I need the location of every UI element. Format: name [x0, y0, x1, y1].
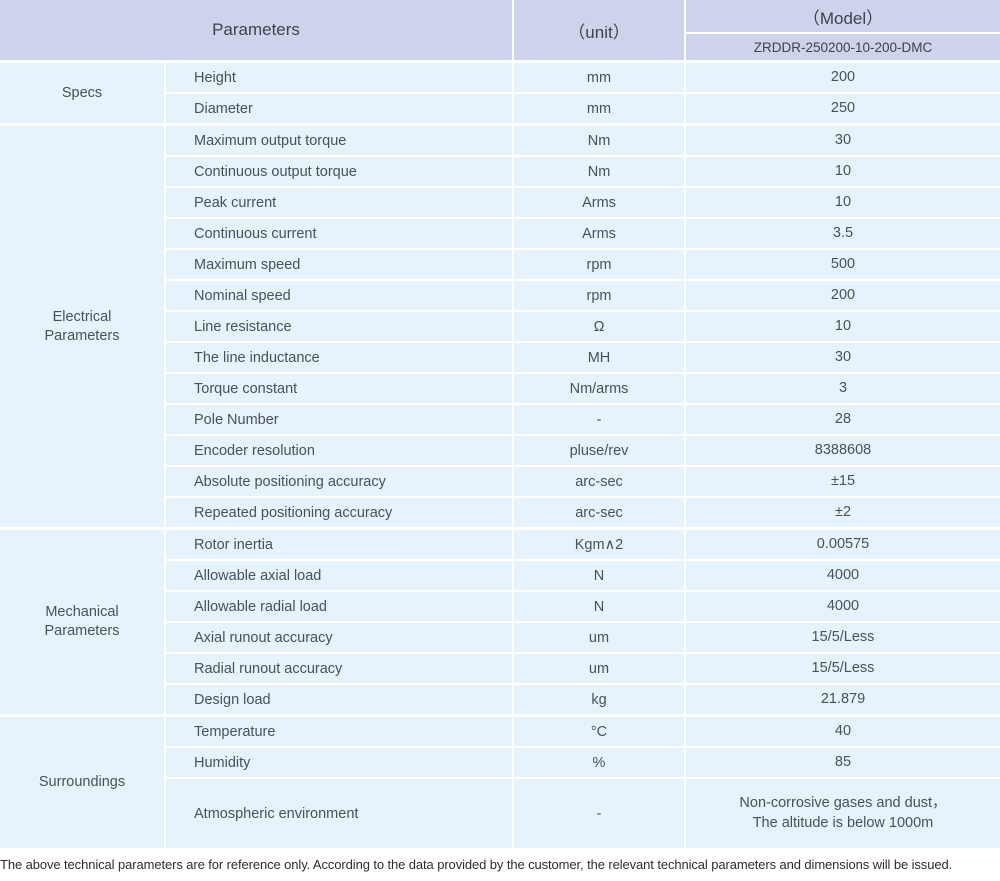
value-cell: Non-corrosive gases and dust， The altitu… [686, 779, 1000, 848]
section-specs: Specs Height mm 200 Diameter mm 250 [0, 63, 1000, 123]
unit-cell: MH [514, 343, 684, 372]
value-cell: 15/5/Less [686, 623, 1000, 652]
param-cell: Repeated positioning accuracy [166, 498, 512, 527]
unit-cell: um [514, 654, 684, 683]
unit-cell: N [514, 592, 684, 621]
unit-cell: Arms [514, 188, 684, 217]
table-header: Parameters （unit） （Model） ZRDDR-250200-1… [0, 0, 1000, 60]
motor-spec-table: Parameters （unit） （Model） ZRDDR-250200-1… [0, 0, 1000, 848]
param-cell: Absolute positioning accuracy [166, 467, 512, 496]
unit-cell: - [514, 405, 684, 434]
param-cell: Allowable radial load [166, 592, 512, 621]
section-mechanical: Mechanical Parameters Rotor inertia Kgm∧2 0… [0, 530, 1000, 714]
param-cell: Atmospheric environment [166, 779, 512, 848]
value-cell: 200 [686, 63, 1000, 92]
value-cell: 10 [686, 188, 1000, 217]
param-cell: Allowable axial load [166, 561, 512, 590]
param-cell: Humidity [166, 748, 512, 777]
header-model: （Model） [686, 0, 1000, 32]
unit-cell: Nm [514, 157, 684, 186]
unit-cell: mm [514, 63, 684, 92]
param-cell: Torque constant [166, 374, 512, 403]
unit-cell: °C [514, 717, 684, 746]
value-cell: 10 [686, 157, 1000, 186]
header-unit: （unit） [514, 0, 684, 60]
value-cell: 250 [686, 94, 1000, 123]
param-cell: Radial runout accuracy [166, 654, 512, 683]
value-cell: 500 [686, 250, 1000, 279]
value-cell: 200 [686, 281, 1000, 310]
value-cell: 30 [686, 126, 1000, 155]
param-cell: The line inductance [166, 343, 512, 372]
unit-cell: arc-sec [514, 467, 684, 496]
param-cell: Diameter [166, 94, 512, 123]
value-cell: 8388608 [686, 436, 1000, 465]
param-cell: Design load [166, 685, 512, 714]
value-cell: 40 [686, 717, 1000, 746]
section-label-surroundings: Surroundings [0, 717, 164, 848]
value-cell: 3.5 [686, 219, 1000, 248]
unit-cell: Kgm∧2 [514, 530, 684, 559]
value-cell: 30 [686, 343, 1000, 372]
param-cell: Nominal speed [166, 281, 512, 310]
value-cell: 3 [686, 374, 1000, 403]
param-cell: Maximum speed [166, 250, 512, 279]
unit-cell: Nm [514, 126, 684, 155]
section-label-specs: Specs [0, 63, 164, 123]
param-cell: Continuous output torque [166, 157, 512, 186]
unit-cell: - [514, 779, 684, 848]
param-cell: Temperature [166, 717, 512, 746]
param-cell: Continuous current [166, 219, 512, 248]
unit-cell: % [514, 748, 684, 777]
param-cell: Rotor inertia [166, 530, 512, 559]
table-body: Specs Height mm 200 Diameter mm 250 Electrical … [0, 63, 1000, 848]
value-cell: 15/5/Less [686, 654, 1000, 683]
unit-cell: arc-sec [514, 498, 684, 527]
unit-cell: pluse/rev [514, 436, 684, 465]
param-cell: Maximum output torque [166, 126, 512, 155]
unit-cell: Ω [514, 312, 684, 341]
value-cell: 10 [686, 312, 1000, 341]
unit-cell: mm [514, 94, 684, 123]
param-cell: Peak current [166, 188, 512, 217]
value-cell: ±15 [686, 467, 1000, 496]
value-cell: 4000 [686, 592, 1000, 621]
value-cell: 0.00575 [686, 530, 1000, 559]
value-cell: 85 [686, 748, 1000, 777]
header-parameters: Parameters [0, 0, 512, 60]
param-cell: Height [166, 63, 512, 92]
value-cell: ±2 [686, 498, 1000, 527]
param-cell: Line resistance [166, 312, 512, 341]
value-cell: 4000 [686, 561, 1000, 590]
unit-cell: Arms [514, 219, 684, 248]
unit-cell: um [514, 623, 684, 652]
param-cell: Pole Number [166, 405, 512, 434]
section-electrical: Electrical Parameters Maximum output torq… [0, 126, 1000, 527]
unit-cell: rpm [514, 281, 684, 310]
section-surroundings: Surroundings Temperature °C 40 Humidity% 85 At… [0, 717, 1000, 848]
param-cell: Axial runout accuracy [166, 623, 512, 652]
unit-cell: N [514, 561, 684, 590]
value-cell: 21.879 [686, 685, 1000, 714]
section-label-mechanical: Mechanical Parameters [0, 530, 164, 714]
unit-cell: Nm/arms [514, 374, 684, 403]
header-model-number: ZRDDR-250200-10-200-DMC [686, 34, 1000, 60]
section-label-electrical: Electrical Parameters [0, 126, 164, 527]
footer-note: The above technical parameters are for r… [0, 857, 953, 872]
value-cell: 28 [686, 405, 1000, 434]
unit-cell: rpm [514, 250, 684, 279]
param-cell: Encoder resolution [166, 436, 512, 465]
unit-cell: kg [514, 685, 684, 714]
